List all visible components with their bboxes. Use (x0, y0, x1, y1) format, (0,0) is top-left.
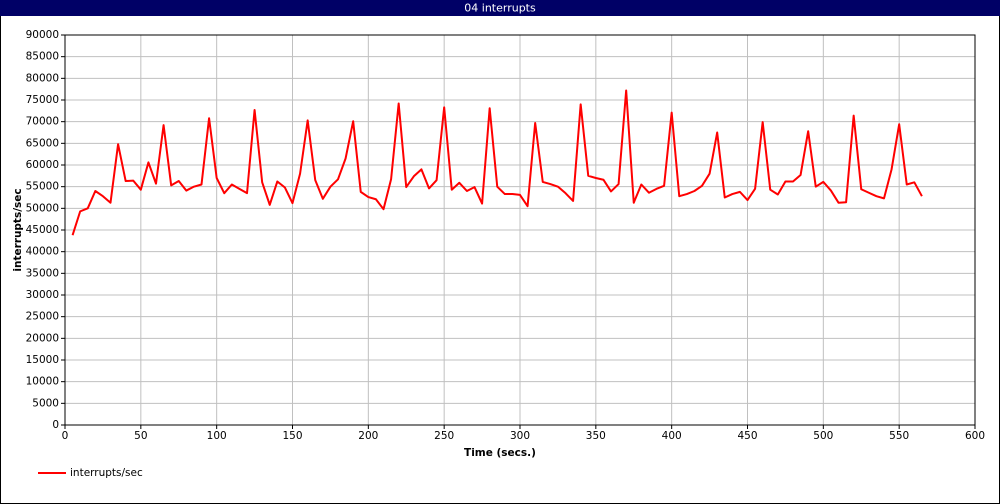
y-tick-label: 75000 (26, 94, 59, 106)
data-line (71, 89, 923, 236)
y-tick-label: 90000 (26, 29, 59, 41)
x-tick-label: 200 (358, 430, 378, 442)
x-tick-label: 300 (510, 430, 530, 442)
x-tick-label: 550 (889, 430, 909, 442)
x-tick-label: 250 (434, 430, 454, 442)
y-tick-label: 40000 (26, 246, 59, 258)
legend-label: interrupts/sec (70, 467, 143, 479)
x-tick-label: 400 (662, 430, 682, 442)
y-tick-label: 35000 (26, 267, 59, 279)
x-tick-label: 150 (282, 430, 302, 442)
y-tick-label: 0 (52, 419, 59, 431)
y-tick-label: 15000 (26, 354, 59, 366)
y-axis-label: interrupts/sec (12, 188, 24, 271)
y-tick-label: 5000 (32, 397, 59, 409)
y-tick-label: 20000 (26, 332, 59, 344)
y-tick-label: 30000 (26, 289, 59, 301)
y-tick-label: 85000 (26, 51, 59, 63)
chart-title: 04 interrupts (464, 2, 536, 15)
x-tick-label: 100 (207, 430, 227, 442)
x-tick-label: 50 (134, 430, 147, 442)
y-tick-label: 25000 (26, 311, 59, 323)
plot-frame (64, 34, 976, 426)
y-tick-label: 45000 (26, 224, 59, 236)
y-tick-label: 10000 (26, 376, 59, 388)
x-tick-label: 0 (62, 430, 69, 442)
x-tick-label: 600 (965, 430, 985, 442)
x-tick-label: 500 (813, 430, 833, 442)
y-tick-label: 80000 (26, 72, 59, 84)
y-tick-label: 50000 (26, 202, 59, 214)
y-tick-label: 65000 (26, 137, 59, 149)
x-tick-label: 450 (737, 430, 757, 442)
y-tick-label: 70000 (26, 116, 59, 128)
x-axis-label: Time (secs.) (464, 447, 536, 459)
title-bar (0, 0, 1000, 16)
x-tick-label: 350 (586, 430, 606, 442)
y-tick-label: 55000 (26, 181, 59, 193)
y-tick-label: 60000 (26, 159, 59, 171)
